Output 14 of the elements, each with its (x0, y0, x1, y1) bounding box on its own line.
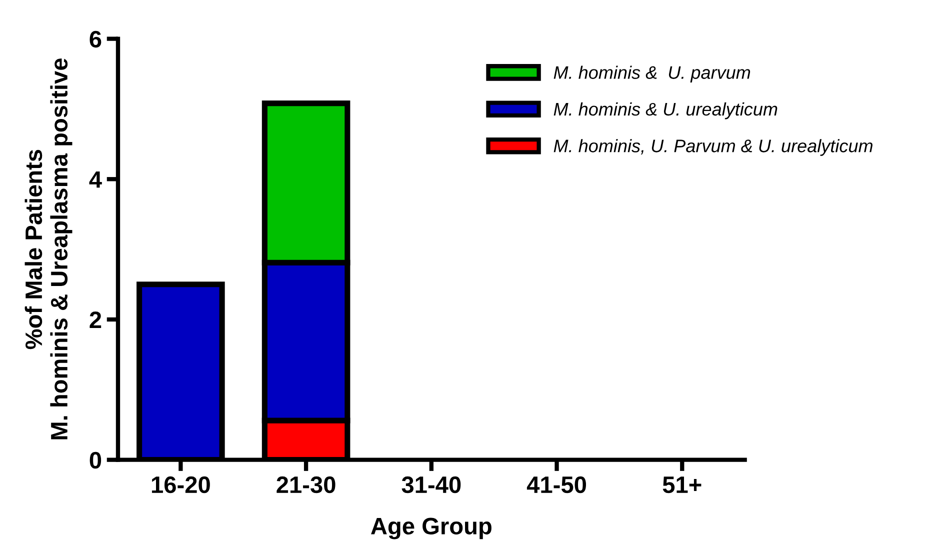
x-tick-label: 51+ (662, 476, 702, 494)
y-tick-label: 2 (90, 312, 102, 328)
y-tick-label: 4 (89, 171, 102, 188)
x-tick-label: 21-30 (276, 476, 336, 494)
legend-label: M. hominis & U. urealyticum (554, 102, 778, 120)
y-tick-label: 0 (90, 452, 102, 469)
y-tick-label: 6 (90, 30, 102, 48)
legend-label: M. hominis, U. Parvum & U. urealyticum (554, 139, 872, 156)
x-axis-title: Age Group (371, 518, 492, 540)
x-tick-label: 16-20 (152, 476, 210, 494)
y-axis-title: %of Male Patients M. hominis & Ureaplasma positive (24, 58, 72, 440)
x-tick-label: 31-40 (402, 476, 461, 494)
x-tick-label: 41-50 (526, 476, 586, 494)
legend-label: M. hominis & U. parvum (554, 66, 750, 83)
